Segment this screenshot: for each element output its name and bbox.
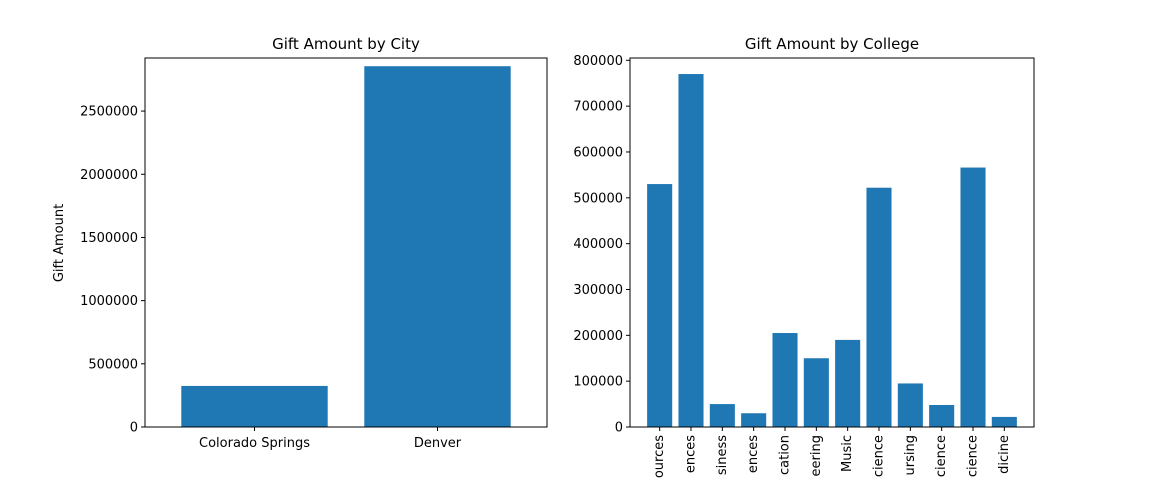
college-y-tick-label: 300000: [573, 283, 623, 298]
college-y-tick-label: 100000: [573, 375, 623, 390]
college-y-tick-label: 700000: [573, 100, 623, 115]
city-bars: [181, 66, 511, 427]
city-chart-ylabel: Gift Amount: [52, 204, 67, 282]
city-y-tick-label: 1500000: [80, 231, 138, 246]
college-chart-title: Gift Amount by College: [745, 35, 919, 53]
city-x-tick-label: Colorado Springs: [199, 436, 310, 451]
college-y-tick-label: 400000: [573, 237, 623, 252]
college-y-tick-label: 500000: [573, 191, 623, 206]
city-y-axis: 0 500000 1000000 1500000 2000000 2500000: [80, 105, 145, 436]
city-plot-frame: [144, 57, 548, 428]
college-bar: [741, 413, 767, 427]
college-x-tick-label: siness: [715, 435, 730, 475]
city-x-axis: Colorado Springs Denver: [199, 427, 462, 451]
city-y-tick-label: 0: [130, 421, 138, 436]
city-bar: [364, 66, 511, 427]
college-plot-frame: [629, 57, 1035, 428]
city-chart: Gift Amount by City Gift Amount 0 500000 1…: [52, 35, 548, 451]
college-y-axis: 0 100000 200000 300000 400000 500000 600000 700…: [573, 54, 630, 436]
college-x-tick-label: cience: [872, 435, 887, 477]
college-x-tick-label: cience: [966, 435, 981, 477]
college-x-tick-label: eering: [809, 435, 824, 476]
college-bar: [772, 333, 798, 427]
college-x-tick-label: ences: [684, 435, 699, 473]
college-bar: [835, 339, 861, 427]
college-x-axis: ources ences siness ences cation eering Music c…: [652, 427, 1012, 478]
college-bar: [991, 416, 1017, 427]
college-bar: [929, 404, 955, 427]
college-bars: [647, 74, 1017, 428]
city-y-tick-label: 2000000: [80, 168, 138, 183]
college-bar: [678, 74, 704, 427]
college-x-tick-label: dicine: [997, 435, 1012, 474]
college-bar: [897, 383, 923, 427]
city-x-tick-label: Denver: [414, 436, 462, 451]
college-x-tick-label: ences: [746, 435, 761, 473]
college-x-tick-label: ources: [652, 435, 667, 478]
college-x-tick-label: ursing: [903, 435, 918, 475]
college-y-tick-label: 600000: [573, 145, 623, 160]
college-y-tick-label: 800000: [573, 54, 623, 69]
college-y-tick-label: 0: [615, 421, 623, 436]
college-bar: [960, 167, 986, 428]
college-bar: [866, 187, 892, 427]
college-y-tick-label: 200000: [573, 329, 623, 344]
college-bar: [647, 184, 673, 427]
college-x-tick-label: Music: [840, 435, 855, 472]
city-y-tick-label: 1000000: [80, 294, 138, 309]
college-bar: [803, 358, 829, 427]
college-x-tick-label: cience: [934, 435, 949, 477]
college-x-tick-label: cation: [778, 435, 793, 475]
college-bar: [709, 404, 735, 427]
city-y-tick-label: 2500000: [80, 105, 138, 120]
city-y-tick-label: 500000: [88, 357, 138, 372]
city-chart-title: Gift Amount by City: [272, 35, 420, 53]
city-bar: [181, 385, 328, 427]
college-chart: Gift Amount by College 0 100000 200000 3000…: [573, 35, 1035, 478]
